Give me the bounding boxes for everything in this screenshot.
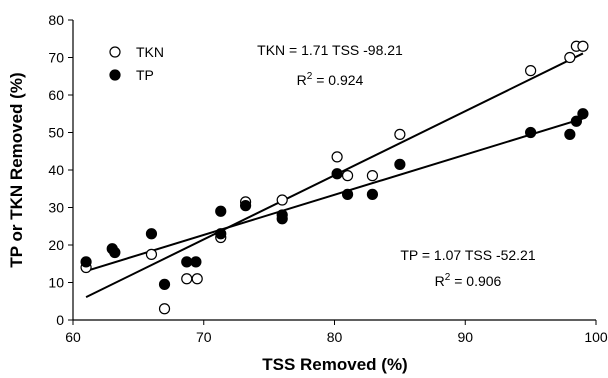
tp-point — [564, 128, 576, 140]
tkn-point — [341, 170, 354, 182]
tkn-point — [145, 248, 158, 260]
tp-point — [215, 228, 227, 240]
tkn-point — [577, 40, 589, 52]
tkn-point — [331, 151, 343, 163]
x-tick-label: 60 — [65, 329, 81, 345]
tp-point — [331, 168, 343, 180]
legend-tp-label: TP — [136, 67, 154, 83]
tp-point — [394, 158, 406, 170]
tp-point — [215, 205, 227, 217]
tp-equation: TP = 1.07 TSS -52.21 — [400, 247, 536, 263]
tp-point — [366, 188, 379, 200]
tp-point — [341, 188, 354, 200]
tp-point — [190, 256, 202, 268]
x-axis-title: TSS Removed (%) — [262, 355, 407, 374]
data-points — [80, 40, 589, 315]
tp-point — [276, 213, 288, 225]
tkn-point — [181, 273, 193, 285]
y-axis-ticks: 0 10 20 30 40 50 60 70 80 — [48, 12, 73, 328]
tp-point — [80, 256, 92, 268]
x-axis-ticks: 60 70 80 90 100 — [65, 320, 608, 345]
x-tick-label: 70 — [196, 329, 212, 345]
x-tick-label: 100 — [584, 329, 608, 345]
tkn-equation: TKN = 1.71 TSS -98.21 — [257, 42, 403, 58]
y-tick-label: 50 — [48, 125, 64, 141]
tkn-annotation: TKN = 1.71 TSS -98.21 R2 = 0.924 — [257, 42, 403, 88]
y-axis-title: TP or TKN Removed (%) — [7, 72, 26, 267]
legend-tkn-label: TKN — [136, 44, 164, 60]
y-tick-label: 40 — [48, 162, 64, 178]
tp-point — [145, 228, 158, 240]
y-tick-label: 20 — [48, 237, 64, 253]
legend-tkn-marker — [109, 46, 121, 58]
tp-point — [181, 256, 193, 268]
tp-annotation: TP = 1.07 TSS -52.21 R2 = 0.906 — [400, 247, 536, 289]
tkn-point — [366, 170, 379, 182]
y-tick-label: 80 — [48, 12, 64, 28]
y-tick-label: 0 — [56, 312, 64, 328]
tkn-point — [564, 51, 576, 64]
tp-point — [109, 246, 121, 259]
tkn-r-squared: R2 = 0.924 — [297, 71, 364, 88]
tp-fit-line — [85, 117, 584, 272]
y-tick-label: 30 — [48, 200, 64, 216]
tp-point — [239, 200, 252, 212]
tp-r-squared: R2 = 0.906 — [435, 272, 502, 289]
tkn-point — [276, 194, 288, 206]
tkn-point — [525, 65, 537, 77]
tp-point — [577, 108, 589, 120]
legend: TKN TP — [109, 44, 164, 83]
legend-tp-marker — [109, 69, 121, 81]
y-tick-label: 70 — [48, 50, 64, 66]
y-tick-label: 10 — [48, 275, 64, 291]
tkn-point — [158, 303, 171, 315]
tp-point — [158, 278, 171, 290]
tp-point — [525, 126, 537, 139]
x-tick-label: 90 — [457, 329, 473, 345]
tkn-point — [191, 273, 203, 285]
tp-point — [570, 115, 582, 127]
x-tick-label: 80 — [327, 329, 343, 345]
tkn-point — [394, 128, 406, 140]
y-tick-label: 60 — [48, 87, 64, 103]
